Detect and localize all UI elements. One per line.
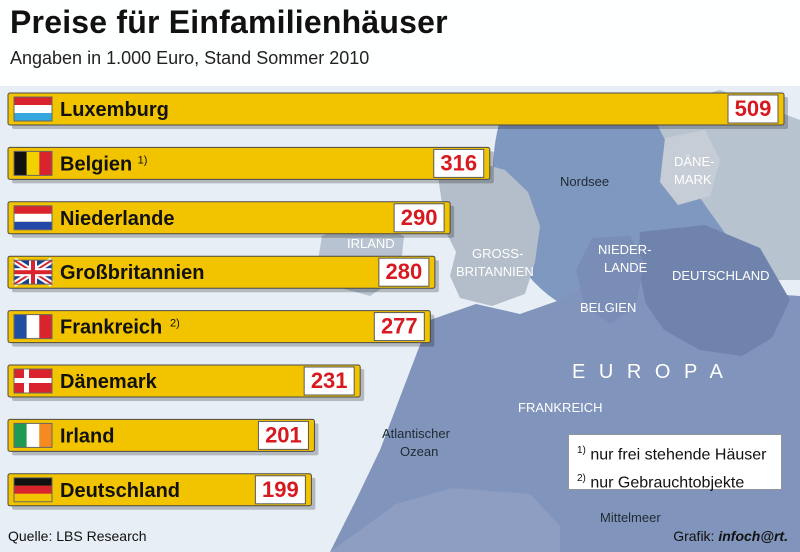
value-label-8: 199 xyxy=(262,477,299,502)
bar-6 xyxy=(7,364,361,398)
bar-footnote-2: 1) xyxy=(138,154,148,166)
bar-row-7: Irland 201 xyxy=(7,418,319,456)
bar-5 xyxy=(7,310,431,344)
map-label-belgien: BELGIEN xyxy=(580,300,636,315)
iberia-landmass xyxy=(330,488,560,552)
footnote-1-text: nur frei stehende Häuser xyxy=(590,446,767,464)
bar-3 xyxy=(7,201,451,235)
map-label-atlantik-1: Atlantischer xyxy=(382,426,451,441)
footnote-1-mark: 1) xyxy=(577,445,586,456)
bar-row-3: Niederlande 290 xyxy=(7,201,455,238)
bar-label-4: Großbritannien xyxy=(60,262,204,284)
bar-row-1: Luxemburg 509 xyxy=(7,92,788,129)
bar-label-2: Belgien xyxy=(60,153,132,175)
chart-header: Preise für Einfamilienhäuser Angaben in … xyxy=(0,0,800,86)
bar-row-4: Großbritannien 280 xyxy=(7,255,439,293)
bar-label-3: Niederlande xyxy=(60,208,174,230)
value-label-7: 201 xyxy=(265,422,302,447)
footnote-2-text: nur Gebrauchtobjekte xyxy=(590,474,745,492)
value-label-5: 277 xyxy=(381,314,418,339)
footnote-2-mark: 2) xyxy=(577,473,586,485)
map-label-atlantik-2: Ozean xyxy=(400,444,438,459)
value-box-4 xyxy=(378,257,430,287)
bar-label-8: Deutschland xyxy=(60,480,180,502)
flag-denmark-icon xyxy=(13,368,53,394)
value-box-7 xyxy=(257,420,309,450)
footnote-2: 2) nur Gebrauchtobjekte xyxy=(577,467,773,495)
credit-brand: infoch@rt. xyxy=(718,528,788,544)
bar-row-5: Frankreich 2) 277 xyxy=(7,310,435,347)
chart-title: Preise für Einfamilienhäuser xyxy=(10,4,448,40)
bar-row-8: Deutschland 199 xyxy=(7,473,316,510)
bar-label-5: Frankreich xyxy=(60,317,162,339)
benelux-landmass xyxy=(576,236,644,324)
value-box-3 xyxy=(393,203,445,233)
map-label-deutschland: DEUTSCHLAND xyxy=(672,268,770,283)
bar-label-6: Dänemark xyxy=(60,371,158,393)
flag-belgium-icon xyxy=(13,150,53,176)
footnote-1: 1) nur frei stehende Häuser xyxy=(577,439,773,467)
bar-2 xyxy=(7,146,491,180)
footnote-box: 1) nur frei stehende Häuser 2) nur Gebra… xyxy=(568,434,782,492)
flag-united-kingdom-icon xyxy=(12,257,54,287)
value-box-8 xyxy=(254,475,306,505)
map-label-irland: IRLAND xyxy=(347,236,395,251)
map-label-nieder-1: NIEDER- xyxy=(598,242,651,257)
bar-8 xyxy=(7,473,312,507)
bar-4 xyxy=(7,255,436,289)
bar-7 xyxy=(7,418,315,452)
flag-luxembourg-icon xyxy=(13,96,53,122)
value-box-5 xyxy=(373,312,425,342)
bar-label-7: Irland xyxy=(60,425,114,447)
credit-label: Grafik: xyxy=(673,528,715,544)
source-text: Quelle: LBS Research xyxy=(8,528,147,544)
bar-1 xyxy=(7,92,785,126)
value-label-3: 290 xyxy=(401,205,438,230)
denmark-landmass xyxy=(660,130,720,205)
value-label-1: 509 xyxy=(735,96,772,121)
map-label-mittelmeer: Mittelmeer xyxy=(600,510,661,525)
germany-landmass xyxy=(638,225,790,356)
value-box-1 xyxy=(727,94,779,124)
map-label-gross-2: BRITANNIEN xyxy=(456,264,534,279)
value-box-2 xyxy=(433,148,485,178)
map-label-frankreich: FRANKREICH xyxy=(518,400,603,415)
great-britain-landmass xyxy=(438,160,540,306)
map-label-nordsee: Nordsee xyxy=(560,174,609,189)
map-label-daenemark-2: MARK xyxy=(674,172,712,187)
flag-netherlands-icon xyxy=(13,205,53,231)
flag-france-icon xyxy=(13,314,53,340)
bar-label-1: Luxemburg xyxy=(60,99,169,121)
bar-row-6: Dänemark 231 xyxy=(7,364,365,401)
flag-ireland-icon xyxy=(13,422,53,448)
value-label-2: 316 xyxy=(440,150,477,175)
value-label-4: 280 xyxy=(386,259,423,284)
flag-germany-icon xyxy=(13,477,53,503)
map-label-nieder-2: LANDE xyxy=(604,260,648,275)
chart-subtitle: Angaben in 1.000 Euro, Stand Sommer 2010 xyxy=(10,48,370,68)
map-label-europa: E U R O P A xyxy=(572,361,727,383)
value-label-6: 231 xyxy=(311,368,348,393)
map-label-daenemark-1: DÄNE- xyxy=(674,154,714,169)
credit-text: Grafik: infoch@rt. xyxy=(673,528,788,544)
bar-row-2: Belgien 1) 316 xyxy=(7,146,494,184)
bar-footnote-5: 2) xyxy=(170,318,180,330)
value-box-6 xyxy=(303,366,355,396)
map-label-gross-1: GROSS- xyxy=(472,246,523,261)
